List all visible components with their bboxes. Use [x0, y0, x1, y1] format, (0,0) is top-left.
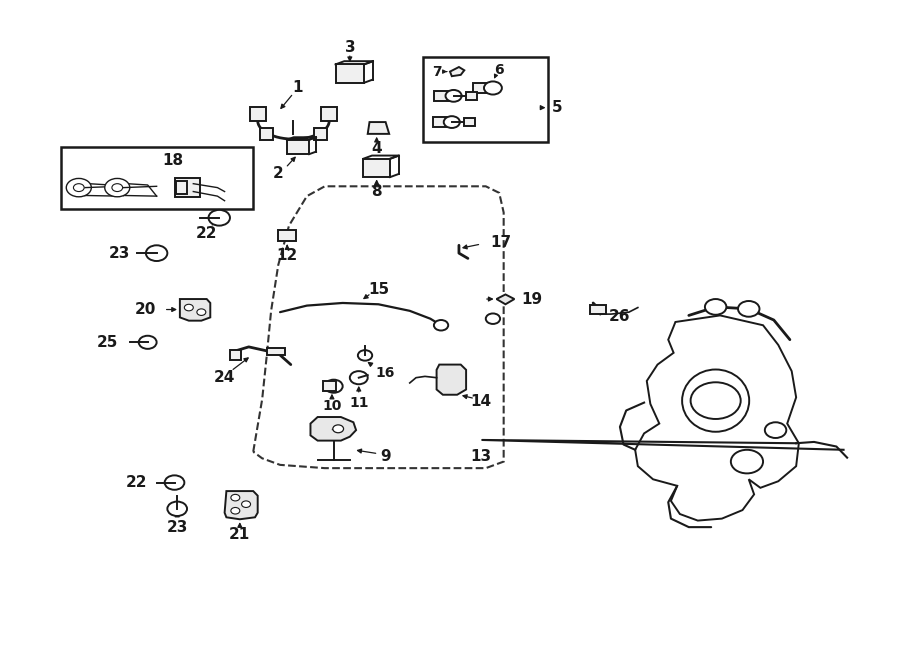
Bar: [364, 159, 390, 177]
Text: 12: 12: [276, 248, 298, 262]
Polygon shape: [450, 67, 464, 76]
Circle shape: [705, 299, 726, 315]
Bar: [313, 128, 327, 139]
Text: 23: 23: [108, 246, 130, 260]
Bar: [176, 181, 187, 194]
Bar: [322, 381, 336, 391]
Bar: [473, 83, 490, 93]
Bar: [176, 178, 201, 198]
Bar: [434, 91, 452, 101]
Circle shape: [358, 350, 373, 361]
Text: 16: 16: [376, 366, 395, 380]
Circle shape: [67, 178, 91, 197]
Circle shape: [486, 313, 500, 324]
Circle shape: [197, 309, 206, 315]
Circle shape: [104, 178, 130, 197]
Circle shape: [112, 184, 122, 192]
Text: 26: 26: [609, 309, 631, 324]
Polygon shape: [225, 491, 257, 520]
Text: 8: 8: [372, 184, 382, 199]
Bar: [278, 229, 296, 241]
Bar: [466, 92, 477, 100]
Text: 14: 14: [471, 394, 492, 408]
Text: 20: 20: [135, 302, 157, 317]
Circle shape: [325, 379, 343, 393]
Text: 18: 18: [162, 153, 184, 168]
Circle shape: [184, 304, 194, 311]
Circle shape: [231, 508, 239, 514]
Circle shape: [731, 449, 763, 473]
Text: 17: 17: [491, 235, 511, 249]
Circle shape: [350, 371, 368, 384]
Text: 22: 22: [126, 475, 148, 490]
Text: 23: 23: [166, 520, 188, 535]
Bar: [266, 348, 284, 356]
Bar: [249, 107, 266, 122]
Circle shape: [146, 245, 167, 261]
Text: 5: 5: [552, 100, 562, 115]
Text: 9: 9: [381, 449, 391, 464]
Text: 11: 11: [349, 395, 368, 410]
Circle shape: [738, 301, 760, 317]
Circle shape: [444, 116, 460, 128]
Bar: [464, 118, 475, 126]
Circle shape: [231, 494, 239, 501]
Text: 19: 19: [522, 292, 543, 307]
Circle shape: [690, 382, 741, 419]
Ellipse shape: [682, 369, 749, 432]
Bar: [61, 147, 253, 210]
Text: 4: 4: [372, 141, 382, 156]
Circle shape: [333, 425, 344, 433]
Text: 7: 7: [432, 65, 441, 79]
Text: 25: 25: [96, 335, 118, 350]
Text: 22: 22: [196, 226, 218, 241]
Text: 2: 2: [273, 166, 284, 180]
Bar: [287, 139, 309, 154]
Text: 6: 6: [494, 63, 504, 77]
Circle shape: [167, 502, 187, 516]
Bar: [433, 117, 449, 127]
Polygon shape: [635, 315, 799, 521]
Text: 10: 10: [322, 399, 342, 413]
Bar: [260, 128, 274, 139]
Bar: [423, 57, 548, 141]
Bar: [230, 350, 240, 360]
Text: 1: 1: [292, 81, 303, 95]
Circle shape: [74, 184, 85, 192]
Circle shape: [139, 336, 157, 349]
Polygon shape: [368, 122, 389, 134]
Circle shape: [241, 501, 250, 508]
Bar: [336, 64, 364, 83]
Circle shape: [434, 320, 448, 330]
Bar: [590, 305, 606, 315]
Bar: [321, 107, 338, 122]
Polygon shape: [436, 365, 466, 395]
Polygon shape: [180, 299, 211, 321]
Text: 15: 15: [368, 282, 389, 297]
Polygon shape: [497, 294, 515, 304]
Polygon shape: [310, 417, 356, 441]
Circle shape: [484, 81, 502, 95]
Circle shape: [209, 210, 230, 225]
Text: 13: 13: [471, 449, 492, 464]
Text: 24: 24: [214, 370, 235, 385]
Circle shape: [765, 422, 787, 438]
Text: 3: 3: [345, 40, 356, 55]
Circle shape: [446, 90, 462, 102]
Circle shape: [165, 475, 184, 490]
Text: 21: 21: [230, 527, 250, 543]
